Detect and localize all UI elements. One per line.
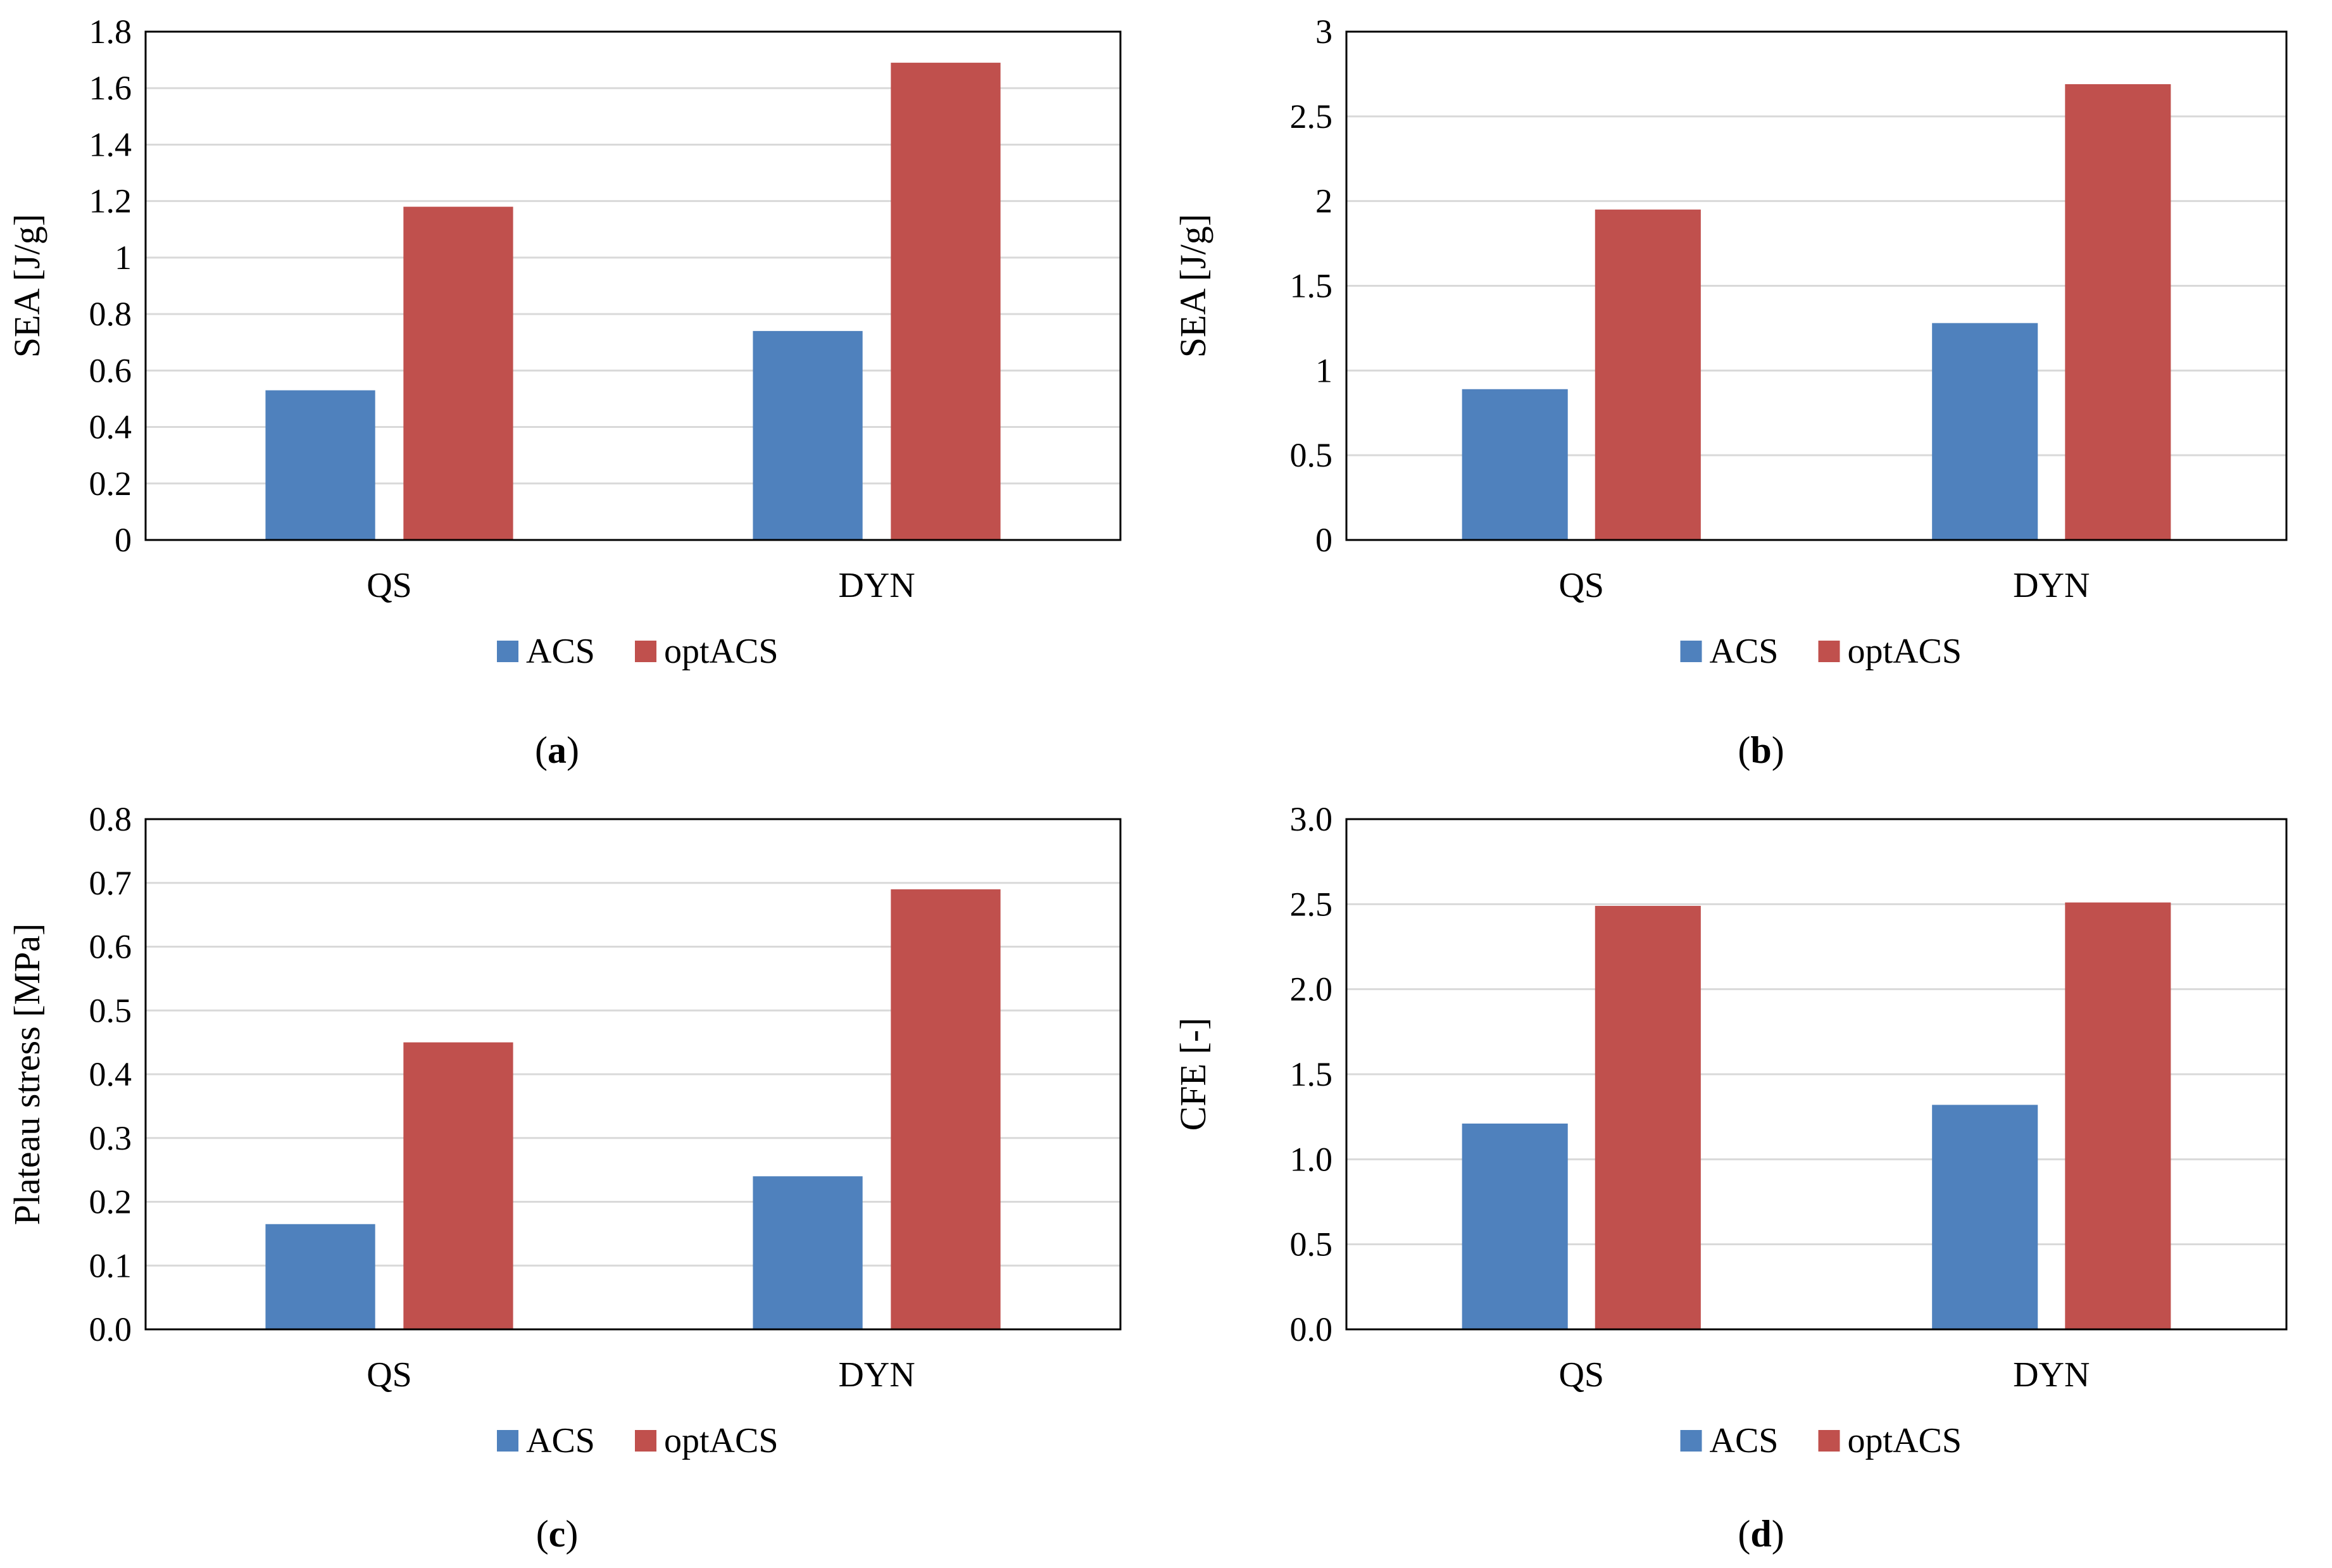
legend-label-b-optacs: optACS bbox=[1848, 632, 1962, 671]
bar-a-acs-qs bbox=[265, 390, 375, 540]
y-tick-label-b-5: 2.5 bbox=[1290, 97, 1333, 135]
y-tick-label-b-2: 1 bbox=[1315, 351, 1332, 389]
bar-chart-b: 0 0.5 1 1.5 2 2.5 3 QS DYN SEA [J/g] ACS optACS bbox=[1172, 13, 2288, 671]
bar-d-optacs-dyn bbox=[2065, 902, 2171, 1329]
legend-swatch-c-optacs bbox=[635, 1430, 656, 1452]
legend-swatch-d-optacs bbox=[1818, 1430, 1840, 1452]
legend-swatch-d-acs bbox=[1680, 1430, 1702, 1452]
bar-c-optacs-qs bbox=[403, 1042, 513, 1329]
y-tick-label-a-5: 1 bbox=[115, 239, 132, 277]
y-tick-label-c-0: 0.0 bbox=[89, 1310, 132, 1348]
legend-label-a-optacs: optACS bbox=[664, 632, 779, 671]
bar-d-acs-dyn bbox=[1932, 1105, 2038, 1329]
bar-b-optacs-dyn bbox=[2065, 84, 2171, 540]
y-tick-label-c-5: 0.5 bbox=[89, 991, 132, 1029]
y-tick-label-c-2: 0.2 bbox=[89, 1183, 132, 1221]
bar-c-acs-qs bbox=[265, 1224, 375, 1329]
legend-swatch-a-acs bbox=[497, 641, 518, 662]
plot-frame-a bbox=[144, 30, 1122, 541]
y-tick-label-d-5: 2.5 bbox=[1290, 885, 1333, 923]
panel-caption-b: (b) bbox=[1738, 729, 1784, 771]
x-category-label-a-dyn: DYN bbox=[838, 566, 915, 605]
panel-caption-c: (c) bbox=[536, 1513, 579, 1555]
chart-panel-b: 0 0.5 1 1.5 2 2.5 3 QS DYN SEA [J/g] ACS optACS (b) bbox=[1166, 0, 2332, 784]
y-tick-label-a-7: 1.4 bbox=[89, 125, 132, 163]
plot-frame-c bbox=[144, 818, 1122, 1331]
bar-b-optacs-qs bbox=[1595, 210, 1701, 540]
bar-a-optacs-dyn bbox=[891, 63, 1001, 541]
x-category-label-a-qs: QS bbox=[367, 566, 412, 605]
x-category-label-d-qs: QS bbox=[1558, 1355, 1604, 1395]
y-tick-label-a-6: 1.2 bbox=[89, 182, 132, 220]
y-tick-label-a-8: 1.6 bbox=[89, 69, 132, 107]
legend-swatch-b-acs bbox=[1680, 641, 1702, 662]
legend-swatch-a-optacs bbox=[635, 641, 656, 662]
x-category-label-c-qs: QS bbox=[367, 1355, 412, 1395]
legend-swatch-b-optacs bbox=[1818, 641, 1840, 662]
chart-panel-d: 0.0 0.5 1.0 1.5 2.0 2.5 3.0 QS DYN CFE [-] ACS optA… bbox=[1166, 784, 2332, 1567]
bar-b-acs-qs bbox=[1462, 389, 1568, 540]
bar-d-acs-qs bbox=[1462, 1123, 1568, 1329]
y-tick-label-a-0: 0 bbox=[115, 521, 132, 559]
y-axis-title-a: SEA [J/g] bbox=[6, 214, 47, 358]
bar-a-acs-dyn bbox=[753, 330, 863, 540]
x-category-label-d-dyn: DYN bbox=[2013, 1355, 2090, 1395]
legend-label-c-optacs: optACS bbox=[664, 1421, 779, 1460]
legend-label-b-acs: ACS bbox=[1710, 632, 1779, 671]
y-tick-label-a-2: 0.4 bbox=[89, 408, 132, 446]
y-tick-label-c-6: 0.6 bbox=[89, 928, 132, 966]
legend-label-a-acs: ACS bbox=[526, 632, 595, 671]
bar-c-optacs-dyn bbox=[891, 889, 1001, 1329]
y-tick-label-a-9: 1.8 bbox=[89, 13, 132, 51]
y-tick-label-b-1: 0.5 bbox=[1290, 436, 1333, 474]
y-tick-label-c-3: 0.3 bbox=[89, 1119, 132, 1157]
y-tick-label-a-4: 0.8 bbox=[89, 295, 132, 333]
y-tick-label-d-3: 1.5 bbox=[1290, 1055, 1333, 1093]
bar-a-optacs-qs bbox=[403, 206, 513, 541]
y-axis-title-b: SEA [J/g] bbox=[1172, 214, 1213, 358]
bar-chart-c: 0.0 0.1 0.2 0.3 0.4 0.5 0.6 0.7 0.8 QS DYN Plateau … bbox=[6, 800, 1122, 1460]
y-tick-label-b-6: 3 bbox=[1315, 13, 1332, 51]
y-tick-label-d-0: 0.0 bbox=[1290, 1310, 1333, 1348]
chart-panel-c: 0.0 0.1 0.2 0.3 0.4 0.5 0.6 0.7 0.8 QS DYN Plateau … bbox=[0, 784, 1166, 1567]
y-tick-label-c-7: 0.7 bbox=[89, 864, 132, 902]
y-tick-label-c-4: 0.4 bbox=[89, 1055, 132, 1093]
y-tick-label-b-3: 1.5 bbox=[1290, 267, 1333, 305]
plot-frame-b bbox=[1345, 30, 2288, 541]
x-category-label-b-qs: QS bbox=[1558, 566, 1604, 605]
y-tick-label-d-2: 1.0 bbox=[1290, 1140, 1333, 1178]
bar-c-acs-dyn bbox=[753, 1176, 863, 1329]
panel-caption-d: (d) bbox=[1738, 1513, 1784, 1555]
bar-d-optacs-qs bbox=[1595, 906, 1701, 1329]
y-tick-label-d-4: 2.0 bbox=[1290, 970, 1333, 1008]
panel-caption-a: (a) bbox=[535, 729, 579, 771]
y-tick-label-b-4: 2 bbox=[1315, 182, 1332, 220]
x-category-label-c-dyn: DYN bbox=[838, 1355, 915, 1395]
bar-chart-a: 0 0.2 0.4 0.6 0.8 1 1.2 1.4 1.6 1.8 QS DYN SEA [J/g]… bbox=[6, 13, 1122, 671]
y-tick-label-a-1: 0.2 bbox=[89, 465, 132, 503]
y-tick-label-d-1: 0.5 bbox=[1290, 1226, 1333, 1264]
y-tick-label-c-8: 0.8 bbox=[89, 800, 132, 838]
legend-label-d-acs: ACS bbox=[1710, 1421, 1779, 1460]
legend-swatch-c-acs bbox=[497, 1430, 518, 1452]
bar-chart-d: 0.0 0.5 1.0 1.5 2.0 2.5 3.0 QS DYN CFE [-] ACS optA… bbox=[1172, 800, 2288, 1460]
y-tick-label-d-6: 3.0 bbox=[1290, 800, 1333, 838]
bar-b-acs-dyn bbox=[1932, 323, 2038, 540]
chart-panel-a: 0 0.2 0.4 0.6 0.8 1 1.2 1.4 1.6 1.8 QS DYN SEA [J/g]… bbox=[0, 0, 1166, 784]
y-tick-label-c-1: 0.1 bbox=[89, 1246, 132, 1284]
legend-label-c-acs: ACS bbox=[526, 1421, 595, 1460]
x-category-label-b-dyn: DYN bbox=[2013, 566, 2090, 605]
y-axis-title-d: CFE [-] bbox=[1172, 1018, 1213, 1131]
y-tick-label-b-0: 0 bbox=[1315, 521, 1332, 559]
y-tick-label-a-3: 0.6 bbox=[89, 351, 132, 389]
y-axis-title-c: Plateau stress [MPa] bbox=[6, 924, 47, 1226]
legend-label-d-optacs: optACS bbox=[1848, 1421, 1962, 1460]
plot-frame-d bbox=[1345, 818, 2288, 1331]
